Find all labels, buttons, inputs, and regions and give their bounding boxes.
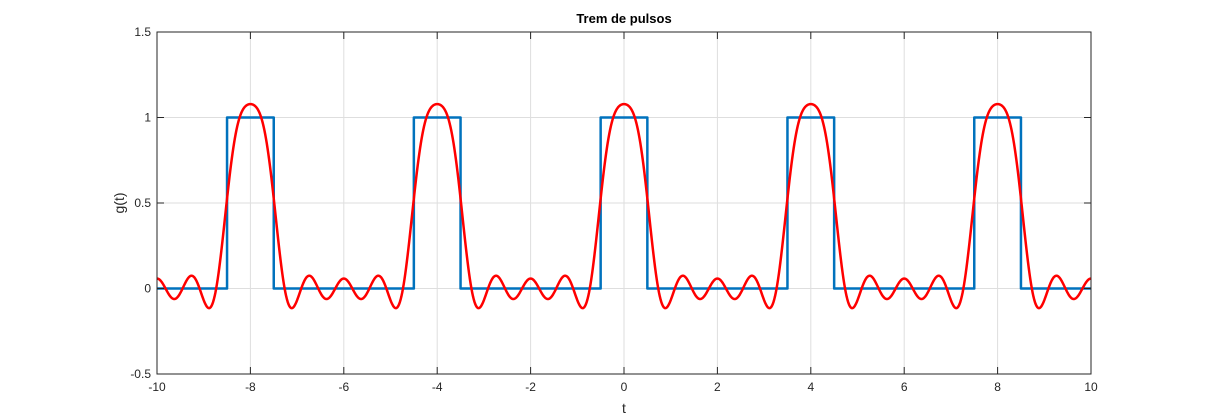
tick-marks: [156, 31, 1092, 375]
y-axis-label: g(t): [111, 193, 127, 214]
x-tick-label: -2: [525, 380, 536, 394]
x-tick-label: 6: [901, 380, 908, 394]
chart-title: Trem de pulsos: [576, 11, 671, 26]
fourier-approximation-line: [156, 102, 1092, 310]
y-tick-label: 0.5: [134, 196, 151, 210]
x-tick-label: 4: [807, 380, 814, 394]
y-tick-label: 0: [144, 282, 151, 296]
x-tick-label: -6: [338, 380, 349, 394]
x-tick-label: -10: [148, 380, 166, 394]
series-lines: [156, 102, 1092, 310]
x-tick-label: 8: [994, 380, 1001, 394]
x-tick-label: 10: [1084, 380, 1098, 394]
x-tick-label: -8: [245, 380, 256, 394]
y-tick-label: 1: [144, 111, 151, 125]
x-axis-label: t: [622, 400, 626, 416]
tick-labels: -10 -8 -6 -4 -2 0 2 4 6 8 10 -0.5 0 0.5 1 1.5: [130, 25, 1098, 394]
y-tick-label: 1.5: [134, 25, 151, 39]
y-tick-label: -0.5: [130, 367, 151, 381]
x-tick-label: 0: [621, 380, 628, 394]
x-tick-label: 2: [714, 380, 721, 394]
x-tick-label: -4: [432, 380, 443, 394]
